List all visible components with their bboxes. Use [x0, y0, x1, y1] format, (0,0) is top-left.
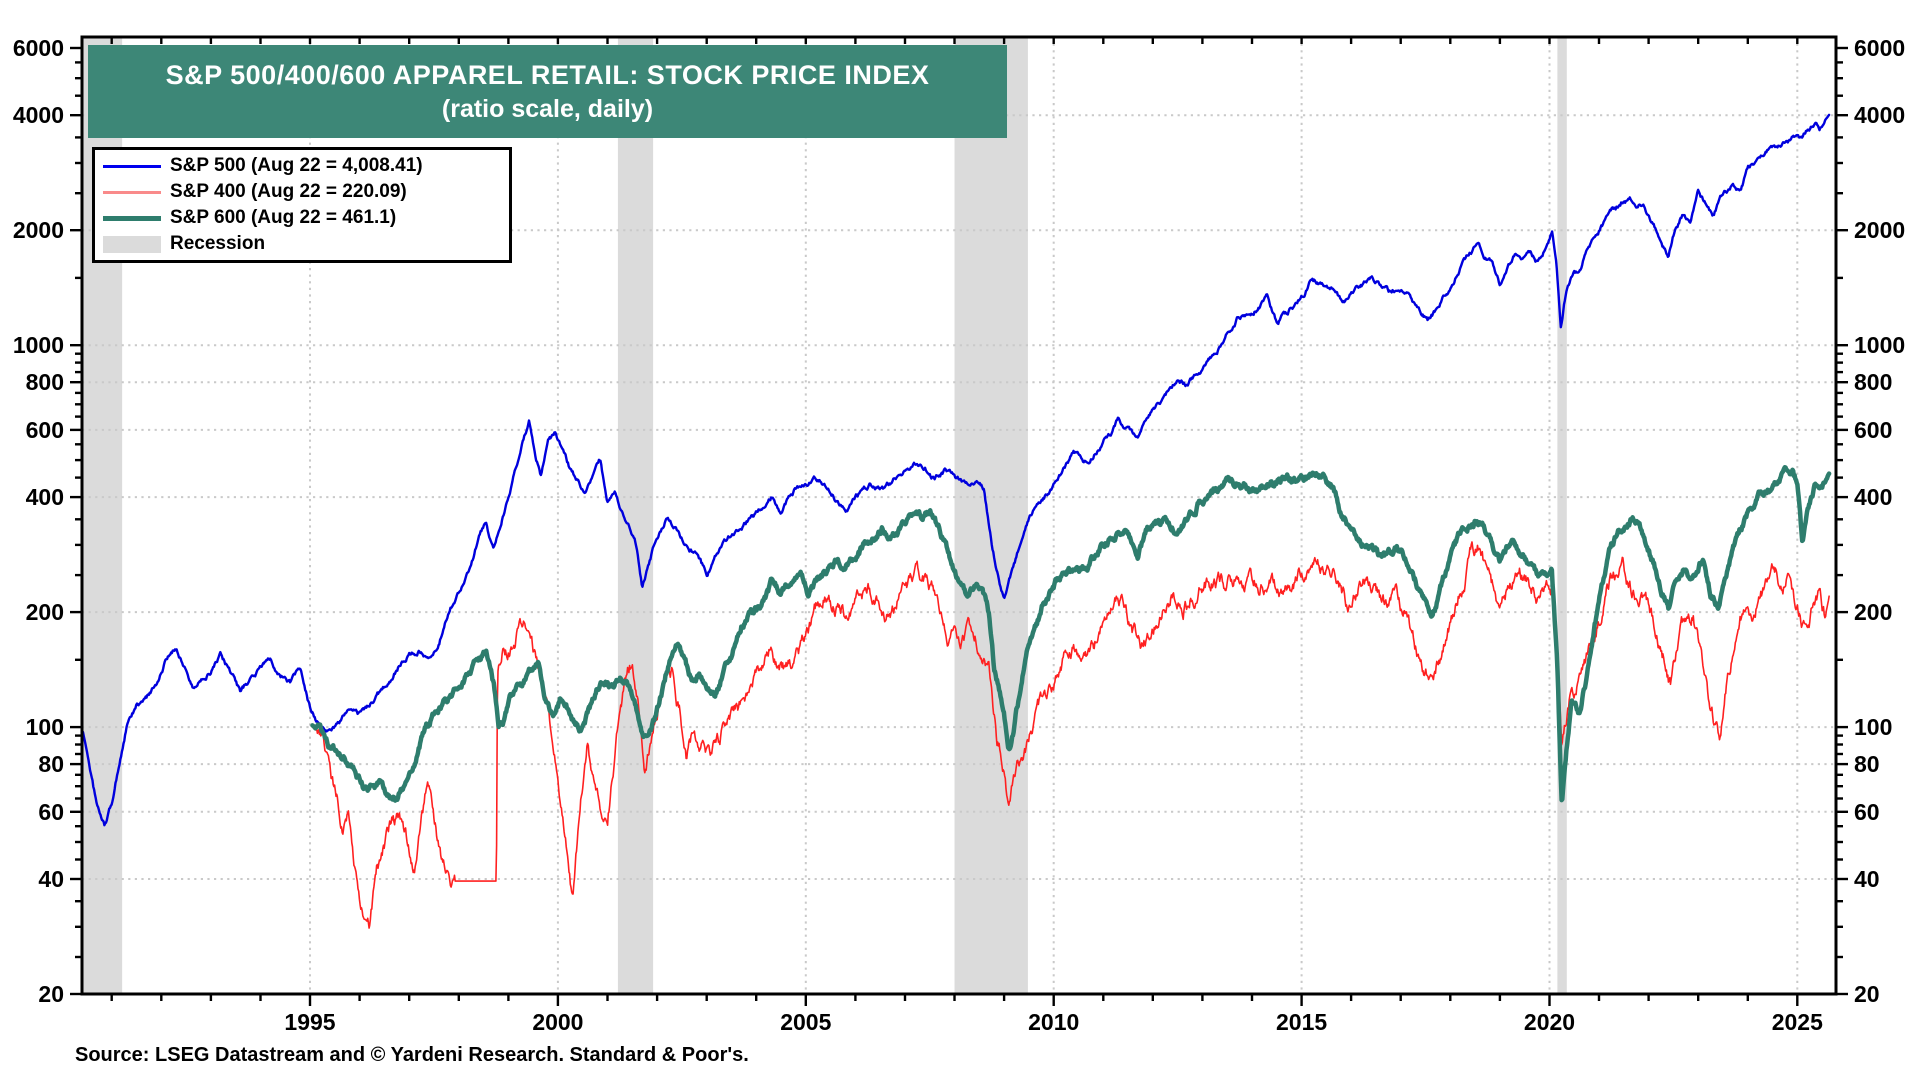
svg-text:400: 400 [26, 484, 64, 510]
svg-text:80: 80 [1854, 751, 1880, 777]
series-line-s-p-600 [310, 464, 1832, 803]
sp500-line-swatch [103, 164, 161, 168]
recession-swatch [103, 235, 161, 253]
svg-text:40: 40 [38, 866, 64, 892]
recession-band [954, 37, 1028, 994]
legend-box: S&P 500 (Aug 22 = 4,008.41) S&P 400 (Aug… [92, 147, 512, 263]
chart-title: S&P 500/400/600 APPAREL RETAIL: STOCK PR… [165, 59, 930, 90]
svg-text:600: 600 [26, 417, 64, 443]
svg-text:2015: 2015 [1276, 1009, 1327, 1035]
svg-text:200: 200 [1854, 599, 1892, 625]
legend-label-sp600: S&P 600 (Aug 22 = 461.1) [170, 207, 397, 228]
sp400-line-swatch [103, 190, 161, 194]
svg-text:100: 100 [1854, 714, 1892, 740]
chart-title-banner: S&P 500/400/600 APPAREL RETAIL: STOCK PR… [88, 45, 1007, 138]
legend-label-recession: Recession [170, 233, 266, 254]
recession-band [1557, 37, 1567, 994]
svg-text:1995: 1995 [284, 1009, 335, 1035]
source-attribution: Source: LSEG Datastream and © Yardeni Re… [75, 1044, 749, 1066]
svg-text:40: 40 [1854, 866, 1880, 892]
svg-text:1000: 1000 [1854, 332, 1905, 358]
svg-text:200: 200 [26, 599, 64, 625]
svg-text:6000: 6000 [13, 35, 64, 61]
svg-text:1000: 1000 [13, 332, 64, 358]
svg-text:2000: 2000 [532, 1009, 583, 1035]
legend-item-sp500: S&P 500 (Aug 22 = 4,008.41) [103, 153, 509, 179]
legend-label-sp500: S&P 500 (Aug 22 = 4,008.41) [170, 155, 423, 176]
svg-text:4000: 4000 [1854, 102, 1905, 128]
svg-text:800: 800 [26, 369, 64, 395]
svg-text:2000: 2000 [1854, 217, 1905, 243]
svg-text:2005: 2005 [780, 1009, 831, 1035]
legend-label-sp400: S&P 400 (Aug 22 = 220.09) [170, 181, 407, 202]
svg-text:20: 20 [38, 981, 64, 1007]
chart-subtitle: (ratio scale, daily) [441, 94, 654, 123]
svg-text:60: 60 [1854, 799, 1880, 825]
svg-text:2020: 2020 [1524, 1009, 1575, 1035]
svg-text:800: 800 [1854, 369, 1892, 395]
svg-text:4000: 4000 [13, 102, 64, 128]
svg-text:600: 600 [1854, 417, 1892, 443]
svg-text:400: 400 [1854, 484, 1892, 510]
svg-text:6000: 6000 [1854, 35, 1905, 61]
axis-ticks [70, 37, 1848, 1006]
svg-text:80: 80 [38, 751, 64, 777]
legend-item-recession: Recession [103, 231, 509, 257]
svg-text:2025: 2025 [1772, 1009, 1823, 1035]
svg-text:2010: 2010 [1028, 1009, 1079, 1035]
sp600-line-swatch [103, 215, 161, 221]
series-line-s-p-500 [82, 113, 1831, 827]
svg-text:2000: 2000 [13, 217, 64, 243]
legend-item-sp400: S&P 400 (Aug 22 = 220.09) [103, 179, 509, 205]
svg-text:60: 60 [38, 799, 64, 825]
series-line-s-p-400 [311, 541, 1830, 929]
svg-text:100: 100 [26, 714, 64, 740]
legend-item-sp600: S&P 600 (Aug 22 = 461.1) [103, 205, 509, 231]
svg-text:20: 20 [1854, 981, 1880, 1007]
plot-frame [80, 35, 1838, 996]
